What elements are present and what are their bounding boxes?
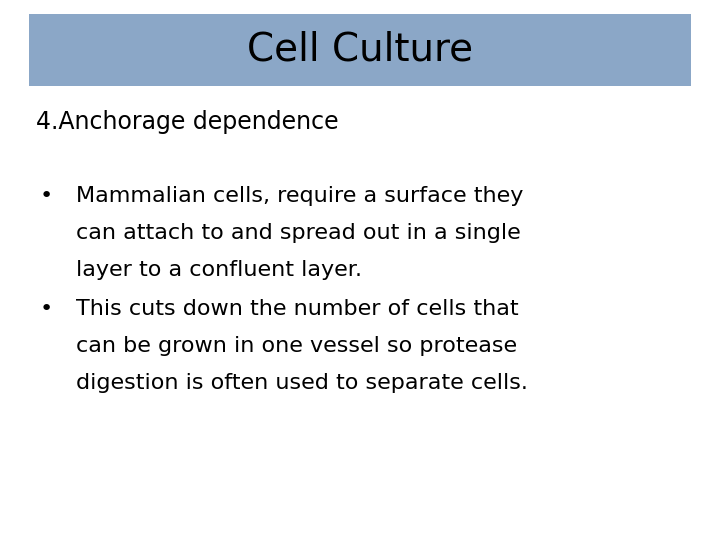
Text: •: • [40, 299, 53, 319]
Text: can attach to and spread out in a single: can attach to and spread out in a single [76, 223, 521, 243]
Text: can be grown in one vessel so protease: can be grown in one vessel so protease [76, 336, 517, 356]
Text: digestion is often used to separate cells.: digestion is often used to separate cell… [76, 373, 528, 393]
Bar [29, 14, 691, 86]
Text: 4.Anchorage dependence: 4.Anchorage dependence [36, 110, 338, 133]
Text: This cuts down the number of cells that: This cuts down the number of cells that [76, 299, 518, 319]
Text: layer to a confluent layer.: layer to a confluent layer. [76, 260, 361, 280]
Text: •: • [40, 186, 53, 206]
Text: Cell Culture: Cell Culture [247, 31, 473, 69]
Text: Mammalian cells, require a surface they: Mammalian cells, require a surface they [76, 186, 523, 206]
